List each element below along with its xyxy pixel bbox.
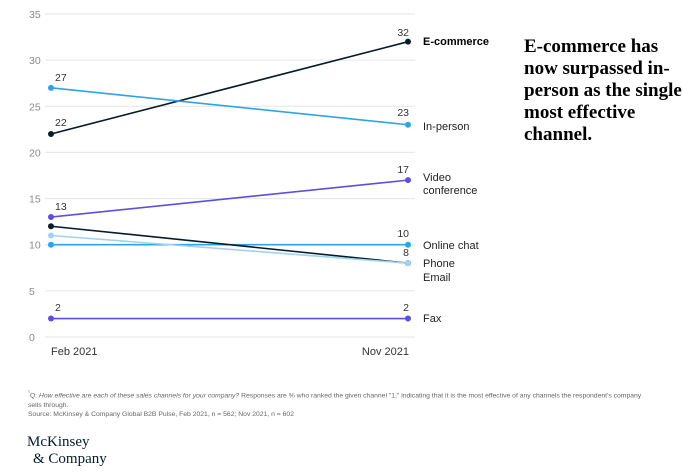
series-line [50, 234, 409, 264]
x-tick-label: Nov 2021 [362, 346, 409, 358]
logo-line1: McKinsey [27, 434, 90, 450]
footnote-question: How effective are each of these sales ch… [38, 392, 240, 400]
footnote-marker: ¹ [28, 390, 30, 396]
y-tick-label: 0 [29, 332, 35, 344]
data-point [405, 315, 411, 322]
logo-line2: & Company [33, 451, 107, 467]
series-label: Phone [423, 258, 455, 270]
y-tick-label: 35 [29, 9, 41, 21]
series-label: Email [423, 272, 451, 284]
data-label: 32 [397, 27, 409, 39]
data-label: 23 [397, 107, 409, 119]
data-label: 17 [397, 164, 409, 176]
data-point [48, 315, 54, 322]
data-point [48, 84, 54, 91]
data-point [405, 177, 411, 184]
data-point [405, 241, 411, 248]
data-point [405, 121, 411, 128]
data-label: 2 [403, 302, 409, 314]
series-line [50, 179, 409, 218]
footnote: ¹Q: How effective are each of these sale… [28, 389, 648, 420]
data-label: 2 [55, 302, 61, 314]
series-label: Fax [423, 313, 442, 325]
series-label: Video [423, 172, 451, 184]
y-tick-label: 30 [29, 55, 41, 67]
data-point [48, 130, 54, 137]
footnote-source: Source: McKinsey & Company Global B2B Pu… [28, 411, 294, 419]
y-tick-label: 25 [29, 101, 41, 113]
data-label: 27 [55, 72, 67, 84]
data-label: 8 [403, 247, 409, 259]
series-line [50, 40, 409, 135]
data-label: 13 [55, 201, 67, 213]
y-tick-label: 20 [29, 147, 41, 159]
data-label: 10 [397, 228, 409, 240]
y-tick-label: 10 [29, 240, 41, 252]
data-point [48, 214, 54, 221]
y-tick-label: 5 [29, 286, 35, 298]
mckinsey-logo: McKinsey & Company [27, 434, 107, 468]
data-point [405, 260, 411, 267]
series-line [50, 225, 409, 264]
series-label: conference [423, 185, 477, 197]
data-point [48, 241, 54, 248]
series-label: E-commerce [423, 36, 489, 48]
data-point [48, 223, 54, 230]
footnote-prefix: Q: [29, 392, 39, 400]
chart-headline: E-commerce has now surpassed in-person a… [524, 36, 682, 145]
x-tick-label: Feb 2021 [51, 346, 97, 358]
data-label: 22 [55, 117, 67, 129]
data-point [48, 232, 54, 239]
data-point [405, 38, 411, 45]
series-line [50, 87, 409, 126]
series-label: In-person [423, 121, 469, 133]
series-label: Online chat [423, 240, 479, 252]
y-tick-label: 15 [29, 194, 41, 206]
footnote-body: Responses are % who ranked the given cha… [28, 392, 642, 409]
